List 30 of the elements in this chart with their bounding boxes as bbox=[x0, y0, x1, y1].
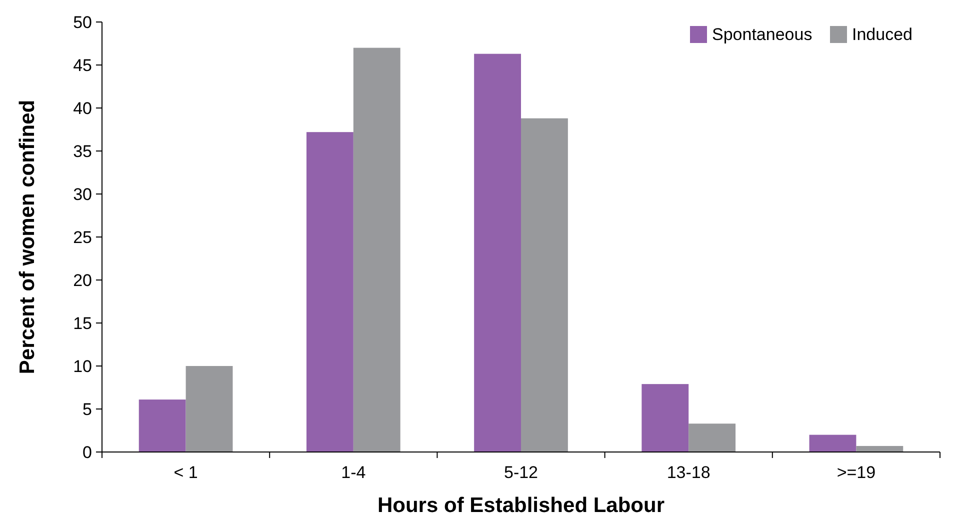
bar bbox=[688, 424, 736, 452]
x-tick-label: 1-4 bbox=[341, 463, 366, 482]
bar bbox=[856, 446, 904, 452]
y-tick-label: 45 bbox=[73, 56, 92, 75]
y-tick-label: 30 bbox=[73, 184, 92, 204]
x-tick-label: >=19 bbox=[836, 463, 876, 482]
legend-label: Spontaneous bbox=[712, 25, 812, 44]
y-tick-label: 25 bbox=[73, 228, 92, 247]
x-tick-label: 13-18 bbox=[666, 463, 710, 482]
y-tick-label: 40 bbox=[73, 98, 92, 118]
y-tick-label: 50 bbox=[73, 12, 92, 32]
x-tick-label: 5-12 bbox=[504, 463, 538, 482]
bar bbox=[474, 54, 521, 452]
y-tick-label: 20 bbox=[73, 270, 92, 290]
bar bbox=[521, 118, 568, 452]
bar bbox=[353, 48, 400, 452]
bar bbox=[138, 400, 186, 452]
y-tick-label: 0 bbox=[82, 442, 92, 462]
y-tick-label: 15 bbox=[73, 314, 92, 333]
y-axis-title: Percent of women confined bbox=[16, 100, 39, 374]
legend-label: Induced bbox=[852, 25, 912, 44]
bar bbox=[306, 132, 354, 452]
x-axis-title: Hours of Established Labour bbox=[377, 494, 665, 517]
y-tick-label: 10 bbox=[73, 356, 92, 376]
bar bbox=[186, 366, 233, 452]
x-tick-label: < 1 bbox=[174, 463, 198, 482]
y-tick-label: 5 bbox=[82, 400, 92, 419]
bar bbox=[809, 434, 856, 452]
y-tick-label: 35 bbox=[73, 142, 92, 161]
bar bbox=[642, 384, 689, 452]
